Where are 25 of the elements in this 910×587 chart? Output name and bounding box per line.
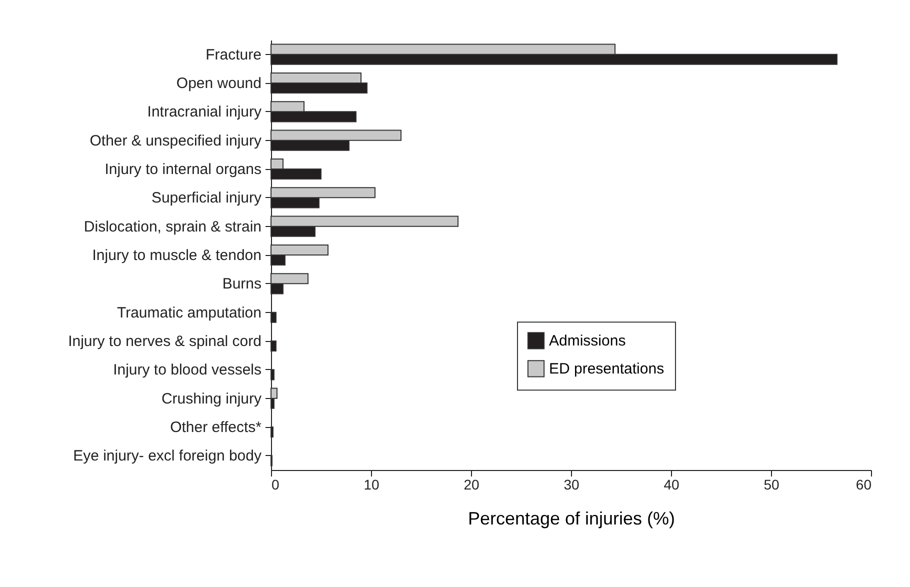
x-tick-label: 30 bbox=[564, 476, 580, 492]
y-tick-label: Traumatic amputation bbox=[116, 304, 262, 322]
x-tick-label: 40 bbox=[664, 476, 680, 492]
y-tick-label: Injury to blood vessels bbox=[113, 362, 262, 379]
x-tick-label: 20 bbox=[464, 476, 480, 492]
y-tick-label: Injury to nerves & spinal cord bbox=[68, 333, 262, 350]
y-tick-label: Other & unspecified injury bbox=[90, 132, 262, 150]
y-tick-label: Eye injury- excl foreign body bbox=[73, 448, 262, 465]
x-tick-label: 60 bbox=[856, 476, 872, 492]
x-tick-label: 0 bbox=[272, 476, 280, 492]
y-tick-label: Dislocation, sprain & strain bbox=[84, 218, 262, 236]
y-tick-label: Injury to internal organs bbox=[104, 161, 262, 178]
y-tick-label: Other effects* bbox=[170, 419, 262, 436]
y-tick-label: Injury to muscle & tendon bbox=[92, 247, 262, 264]
y-tick-label: Fracture bbox=[206, 46, 262, 64]
y-tick-label: Superficial injury bbox=[151, 190, 262, 207]
legend-label: ED presentations bbox=[549, 360, 664, 378]
x-tick-label: 10 bbox=[364, 476, 380, 492]
y-tick-label: Burns bbox=[222, 276, 262, 293]
x-axis-title: Percentage of injuries (%) bbox=[468, 508, 676, 528]
y-tick-label: Open wound bbox=[176, 75, 262, 92]
y-tick-label: Intracranial injury bbox=[147, 104, 262, 121]
legend-label: Admissions bbox=[549, 332, 626, 350]
y-tick-label: Crushing injury bbox=[161, 390, 262, 408]
x-tick-label: 50 bbox=[764, 476, 780, 492]
